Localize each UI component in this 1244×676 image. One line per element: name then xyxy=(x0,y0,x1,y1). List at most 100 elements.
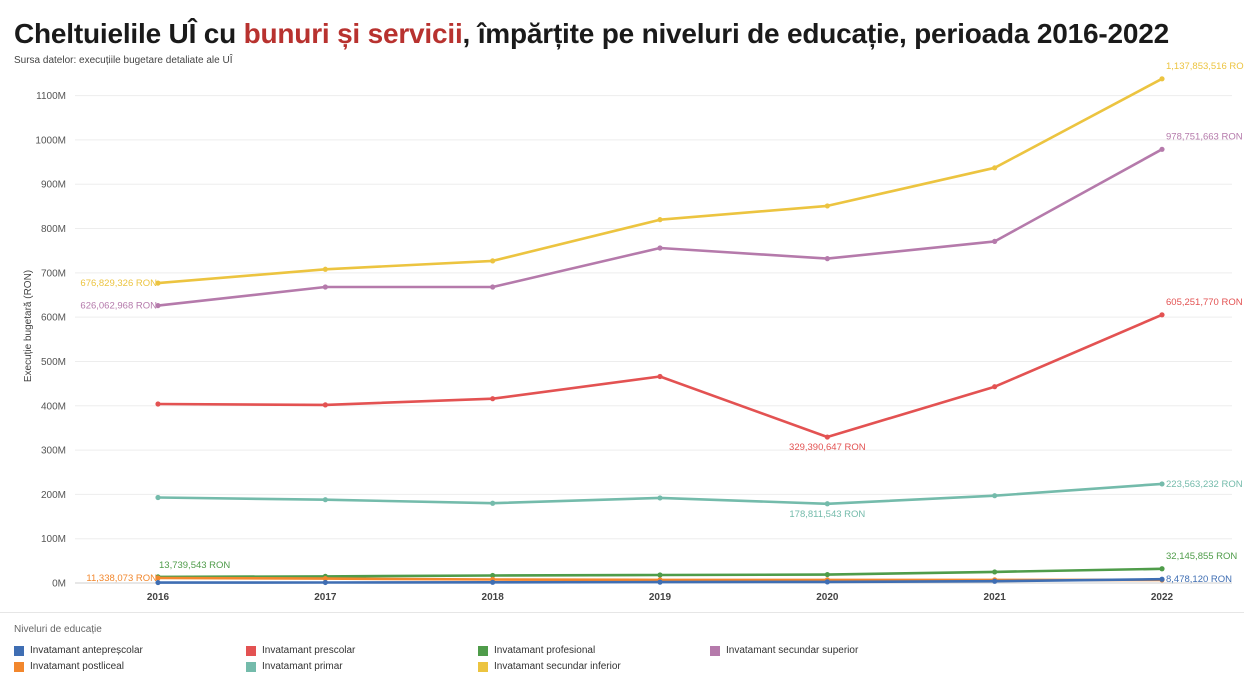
legend-label: Invatamant secundar superior xyxy=(726,645,859,656)
data-label: 329,390,647 RON xyxy=(789,442,866,453)
data-point xyxy=(155,575,161,581)
legend-item-postliceal[interactable]: Invatamant postliceal xyxy=(14,661,124,672)
x-tick-label: 2017 xyxy=(314,592,337,603)
data-point xyxy=(992,493,998,499)
y-tick-label: 1000M xyxy=(35,135,66,146)
y-tick-label: 100M xyxy=(41,534,66,545)
legend-swatch xyxy=(710,645,720,656)
data-point xyxy=(322,579,328,586)
legend-title: Niveluri de educație xyxy=(14,624,102,635)
y-tick-label: 700M xyxy=(41,268,66,279)
y-tick-label: 200M xyxy=(41,490,66,501)
legend-item-prescolar[interactable]: Invatamant prescolar xyxy=(246,645,355,656)
data-label: 223,563,232 RON xyxy=(1166,479,1243,490)
x-tick-label: 2020 xyxy=(816,592,839,603)
legend-label: Invatamant primar xyxy=(262,661,343,672)
legend-swatch xyxy=(478,661,488,672)
data-point xyxy=(1159,576,1165,582)
legend-item-primar[interactable]: Invatamant primar xyxy=(246,661,343,672)
data-label: 978,751,663 RON xyxy=(1166,131,1243,142)
data-point xyxy=(992,384,998,390)
series-line xyxy=(156,482,1164,506)
data-point xyxy=(824,579,830,585)
data-point xyxy=(992,165,998,171)
x-tick-label: 2016 xyxy=(147,592,170,603)
x-tick-label: 2021 xyxy=(984,592,1007,603)
legend-swatch xyxy=(246,661,256,672)
data-label: 1,137,853,516 RON xyxy=(1166,61,1244,72)
data-label: 13,739,543 RON xyxy=(159,560,230,571)
data-point xyxy=(657,217,663,223)
annotation-layer: 676,829,326 RON 1,137,853,516 RON 626,062,… xyxy=(80,61,1244,585)
chart-title-highlight: bunuri și servicii xyxy=(243,18,463,49)
data-label: 605,251,770 RON xyxy=(1166,297,1243,308)
data-point xyxy=(1159,312,1165,318)
y-tick-label: 800M xyxy=(41,224,66,235)
data-point xyxy=(155,302,161,309)
data-label: 32,145,855 RON xyxy=(1166,551,1237,562)
data-point xyxy=(824,571,830,578)
y-tick-label: 0M xyxy=(52,579,66,590)
y-axis-label: Execuție bugetară (RON) xyxy=(23,270,34,382)
legend-item-antepre[interactable]: Invatamant antepreșcolar xyxy=(14,645,143,656)
data-point xyxy=(824,501,830,507)
x-tick-label: 2022 xyxy=(1151,592,1174,603)
legend-label: Invatamant postliceal xyxy=(30,661,124,672)
x-tick-label: 2018 xyxy=(482,592,505,603)
chart-title-pre: Cheltuielile UÎ cu xyxy=(14,18,244,49)
legend-swatch xyxy=(14,661,24,672)
data-label: 676,829,326 RON xyxy=(80,278,157,289)
data-point xyxy=(1159,566,1165,572)
data-point xyxy=(322,575,328,582)
series-line xyxy=(156,148,1164,307)
legend-item-secundar-inferior[interactable]: Invatamant secundar inferior xyxy=(478,661,621,672)
legend-swatch xyxy=(478,645,488,656)
y-tick-label: 300M xyxy=(41,446,66,457)
legend-item-profesional[interactable]: Invatamant profesional xyxy=(478,645,595,656)
data-point xyxy=(824,203,830,209)
data-point xyxy=(155,401,161,407)
legend-label: Invatamant prescolar xyxy=(262,645,356,656)
data-label: 626,062,968 RON xyxy=(80,301,157,312)
data-point xyxy=(155,494,161,501)
data-point xyxy=(824,256,830,262)
y-tick-label: 1100M xyxy=(36,91,66,102)
data-label: 8,478,120 RON xyxy=(1166,574,1232,585)
legend-item-secundar-superior[interactable]: Invatamant secundar superior xyxy=(710,645,858,656)
legend-swatch xyxy=(246,645,256,656)
data-point xyxy=(657,572,663,578)
legend-label: Invatamant profesional xyxy=(494,645,596,656)
data-point xyxy=(155,579,161,586)
data-point xyxy=(657,373,663,380)
legend-label: Invatamant antepreșcolar xyxy=(30,645,143,656)
legend: Niveluri de educație Invatamant antepreș… xyxy=(0,612,1244,676)
y-tick-label: 400M xyxy=(41,401,66,412)
data-point xyxy=(992,569,998,575)
y-tick-label: 500M xyxy=(41,357,66,368)
data-point xyxy=(322,266,328,272)
data-point xyxy=(1159,146,1165,152)
data-point xyxy=(490,500,496,506)
legend-label: Invatamant secundar inferior xyxy=(494,661,621,672)
axis-layer: 0M 100M 200M 300M 400M 500M 600M 700M 800M 900M 10… xyxy=(23,91,1174,603)
data-point xyxy=(1159,481,1165,487)
data-point xyxy=(322,402,328,408)
grid-layer xyxy=(75,95,1232,584)
data-label: 11,338,073 RON xyxy=(86,573,157,584)
data-point xyxy=(490,284,496,290)
data-point xyxy=(1159,76,1165,82)
data-point xyxy=(490,396,496,402)
data-point xyxy=(322,284,328,290)
y-tick-label: 600M xyxy=(41,313,66,324)
data-point xyxy=(490,258,496,264)
data-point xyxy=(155,280,161,286)
chart-subtitle: Sursa datelor: execuțiile bugetare detal… xyxy=(14,55,233,66)
data-point xyxy=(490,572,496,579)
line-chart: 0M 100M 200M 300M 400M 500M 600M 700M 800M 900M 10… xyxy=(23,61,1244,603)
x-tick-label: 2019 xyxy=(649,592,672,603)
data-point xyxy=(992,238,998,244)
data-point xyxy=(992,578,998,584)
data-point xyxy=(322,497,328,503)
data-point xyxy=(657,495,663,501)
data-point xyxy=(657,579,663,585)
